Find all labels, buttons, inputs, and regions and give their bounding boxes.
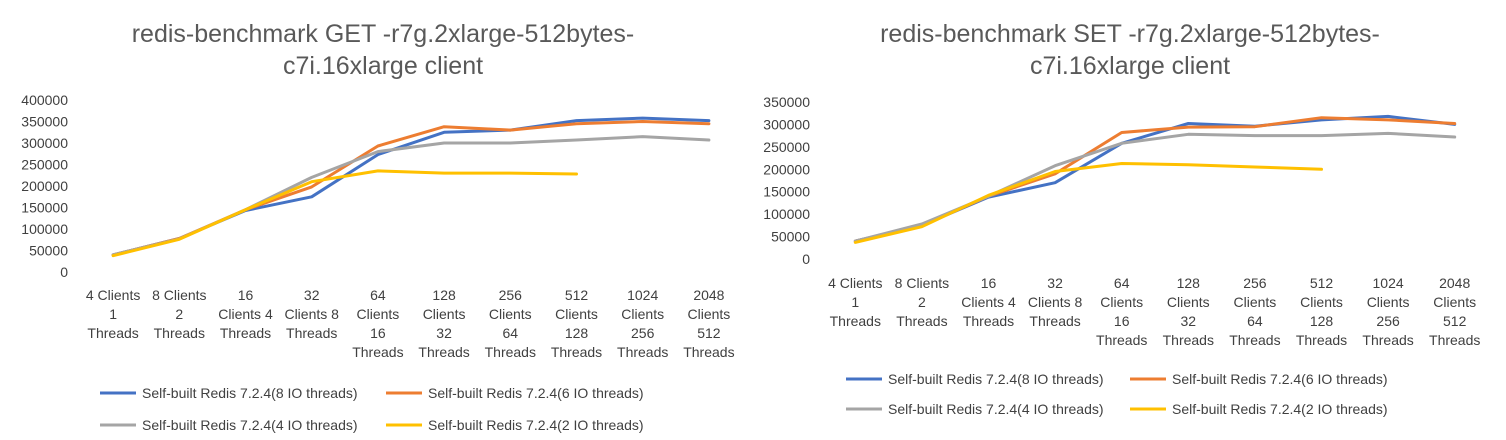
set-benchmark-chart-svg: redis-benchmark SET -r7g.2xlarge-512byte… bbox=[763, 20, 1480, 417]
get-y-tick-label: 50000 bbox=[29, 243, 68, 259]
get-series-line-4 bbox=[111, 169, 578, 258]
set-chart-title-line-1: redis-benchmark SET -r7g.2xlarge-512byte… bbox=[880, 20, 1380, 48]
set-x-category-label: 32 Clients 8 Threads bbox=[1028, 275, 1083, 329]
set-legend-label: Self-built Redis 7.2.4(2 IO threads) bbox=[1172, 401, 1388, 417]
set-legend-item-4: Self-built Redis 7.2.4(2 IO threads) bbox=[1130, 401, 1388, 417]
get-legend-item-2: Self-built Redis 7.2.4(6 IO threads) bbox=[386, 385, 644, 401]
get-legend-label: Self-built Redis 7.2.4(8 IO threads) bbox=[142, 385, 358, 401]
set-y-tick-label: 350000 bbox=[763, 94, 810, 110]
set-y-tick-label: 0 bbox=[802, 251, 810, 267]
set-x-category-label: 16 Clients 4 Threads bbox=[961, 275, 1016, 329]
get-series-line-2 bbox=[111, 120, 711, 257]
set-x-category-label: 64 Clients 16 Threads bbox=[1096, 275, 1147, 348]
set-y-tick-label: 150000 bbox=[763, 184, 810, 200]
set-benchmark-chart: redis-benchmark SET -r7g.2xlarge-512byte… bbox=[753, 0, 1506, 440]
get-y-tick-label: 100000 bbox=[21, 221, 68, 237]
get-x-category-label: 512 Clients 128 Threads bbox=[551, 287, 602, 360]
set-y-tick-label: 100000 bbox=[763, 206, 810, 222]
set-legend-item-3: Self-built Redis 7.2.4(4 IO threads) bbox=[846, 401, 1104, 417]
get-x-category-label: 8 Clients 2 Threads bbox=[152, 287, 206, 341]
get-series-line-3 bbox=[111, 135, 711, 257]
get-x-category-label: 32 Clients 8 Threads bbox=[284, 287, 339, 341]
set-legend-label: Self-built Redis 7.2.4(4 IO threads) bbox=[888, 401, 1104, 417]
get-x-category-label: 64 Clients 16 Threads bbox=[352, 287, 403, 360]
get-benchmark-chart: redis-benchmark GET -r7g.2xlarge-512byte… bbox=[21, 20, 734, 433]
get-x-category-label: 4 Clients 1 Threads bbox=[86, 287, 140, 341]
get-x-category-label: 2048 Clients 512 Threads bbox=[683, 287, 734, 360]
set-x-category-label: 4 Clients 1 Threads bbox=[828, 275, 882, 329]
set-x-category-label: 256 Clients 64 Threads bbox=[1229, 275, 1280, 348]
get-y-tick-label: 350000 bbox=[21, 114, 68, 130]
get-benchmark-chart-svg: redis-benchmark GET -r7g.2xlarge-512byte… bbox=[21, 20, 734, 433]
get-y-tick-label: 250000 bbox=[21, 157, 68, 173]
set-legend-label: Self-built Redis 7.2.4(6 IO threads) bbox=[1172, 371, 1388, 387]
get-legend-label: Self-built Redis 7.2.4(6 IO threads) bbox=[428, 385, 644, 401]
set-legend-item-1: Self-built Redis 7.2.4(8 IO threads) bbox=[846, 371, 1104, 387]
get-y-tick-label: 200000 bbox=[21, 178, 68, 194]
get-chart-title-line-1: redis-benchmark GET -r7g.2xlarge-512byte… bbox=[132, 20, 635, 48]
get-y-tick-label: 300000 bbox=[21, 135, 68, 151]
get-legend-item-1: Self-built Redis 7.2.4(8 IO threads) bbox=[100, 385, 358, 401]
set-x-category-label: 128 Clients 32 Threads bbox=[1163, 275, 1214, 348]
set-series-line-3 bbox=[853, 131, 1457, 243]
get-legend-item-3: Self-built Redis 7.2.4(4 IO threads) bbox=[100, 417, 358, 433]
get-chart-title-line-2: c7i.16xlarge client bbox=[283, 52, 483, 80]
get-legend-item-4: Self-built Redis 7.2.4(2 IO threads) bbox=[386, 417, 644, 433]
set-x-category-label: 1024 Clients 256 Threads bbox=[1362, 275, 1413, 348]
get-y-tick-label: 0 bbox=[60, 264, 68, 280]
get-legend-label: Self-built Redis 7.2.4(2 IO threads) bbox=[428, 417, 644, 433]
set-y-tick-label: 200000 bbox=[763, 161, 810, 177]
get-y-tick-label: 400000 bbox=[21, 92, 68, 108]
set-legend-item-2: Self-built Redis 7.2.4(6 IO threads) bbox=[1130, 371, 1388, 387]
set-chart-title-line-2: c7i.16xlarge client bbox=[1030, 52, 1230, 80]
set-x-category-label: 8 Clients 2 Threads bbox=[895, 275, 949, 329]
set-y-tick-label: 300000 bbox=[763, 116, 810, 132]
set-x-category-label: 512 Clients 128 Threads bbox=[1296, 275, 1347, 348]
set-y-tick-label: 50000 bbox=[771, 229, 810, 245]
set-series-line-4 bbox=[853, 162, 1323, 244]
get-x-category-label: 256 Clients 64 Threads bbox=[485, 287, 536, 360]
set-series-line-2 bbox=[853, 116, 1457, 243]
set-y-tick-label: 250000 bbox=[763, 139, 810, 155]
set-legend-label: Self-built Redis 7.2.4(8 IO threads) bbox=[888, 371, 1104, 387]
set-x-category-label: 2048 Clients 512 Threads bbox=[1429, 275, 1480, 348]
get-y-tick-label: 150000 bbox=[21, 200, 68, 216]
get-x-category-label: 128 Clients 32 Threads bbox=[418, 287, 469, 360]
get-x-category-label: 1024 Clients 256 Threads bbox=[617, 287, 668, 360]
get-legend-label: Self-built Redis 7.2.4(4 IO threads) bbox=[142, 417, 358, 433]
get-x-category-label: 16 Clients 4 Threads bbox=[218, 287, 273, 341]
